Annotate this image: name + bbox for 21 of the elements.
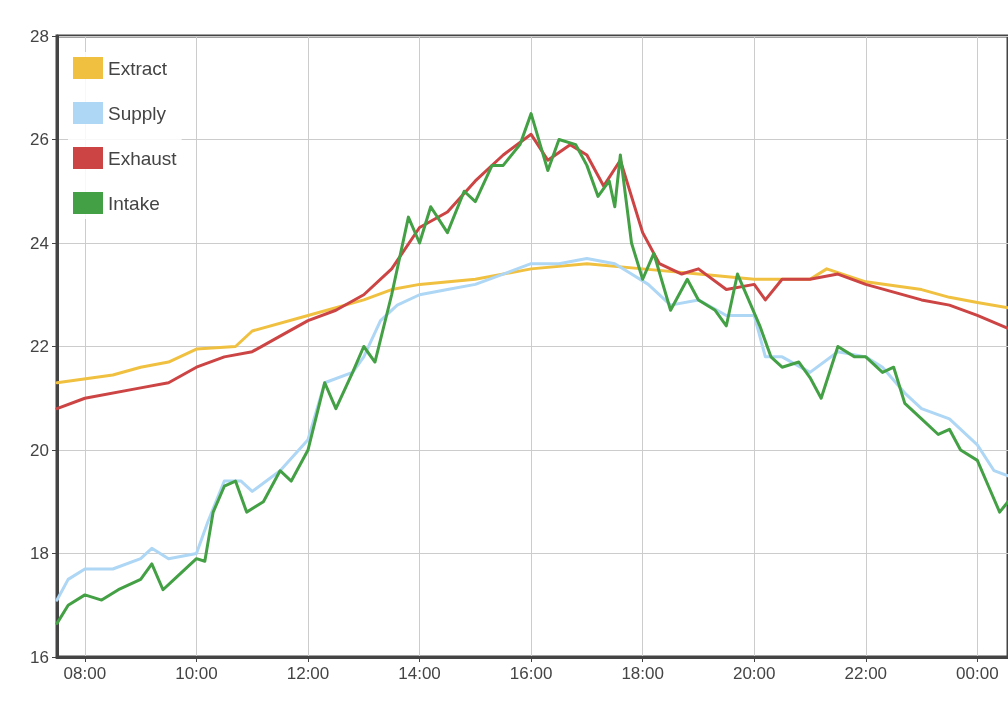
legend-label: Exhaust bbox=[108, 147, 178, 169]
line-series bbox=[55, 132, 1008, 411]
x-tick-label: 00:00 bbox=[956, 664, 999, 683]
x-tick-label: 08:00 bbox=[63, 664, 107, 683]
y-tick-label: 28 bbox=[30, 26, 49, 46]
x-tick-label: 20:00 bbox=[732, 664, 776, 683]
x-tick-label: 10:00 bbox=[175, 664, 218, 683]
y-tick-label: 18 bbox=[30, 544, 49, 563]
y-tick-label: 24 bbox=[30, 233, 49, 253]
y-tick-label: 26 bbox=[30, 130, 49, 149]
x-tick-label: 14:00 bbox=[398, 664, 441, 683]
x-tick-label: 18:00 bbox=[621, 664, 664, 683]
legend-label: Intake bbox=[108, 192, 160, 214]
x-tick-label: 22:00 bbox=[844, 664, 888, 683]
legend-label: Supply bbox=[108, 102, 167, 124]
y-tick-label: 22 bbox=[30, 337, 49, 356]
legend-label: Extract bbox=[108, 57, 168, 79]
x-tick-label: 12:00 bbox=[286, 664, 330, 683]
x-tick-label: 16:00 bbox=[509, 664, 553, 683]
y-tick-label: 16 bbox=[30, 647, 49, 667]
y-tick-label: 20 bbox=[30, 440, 49, 460]
